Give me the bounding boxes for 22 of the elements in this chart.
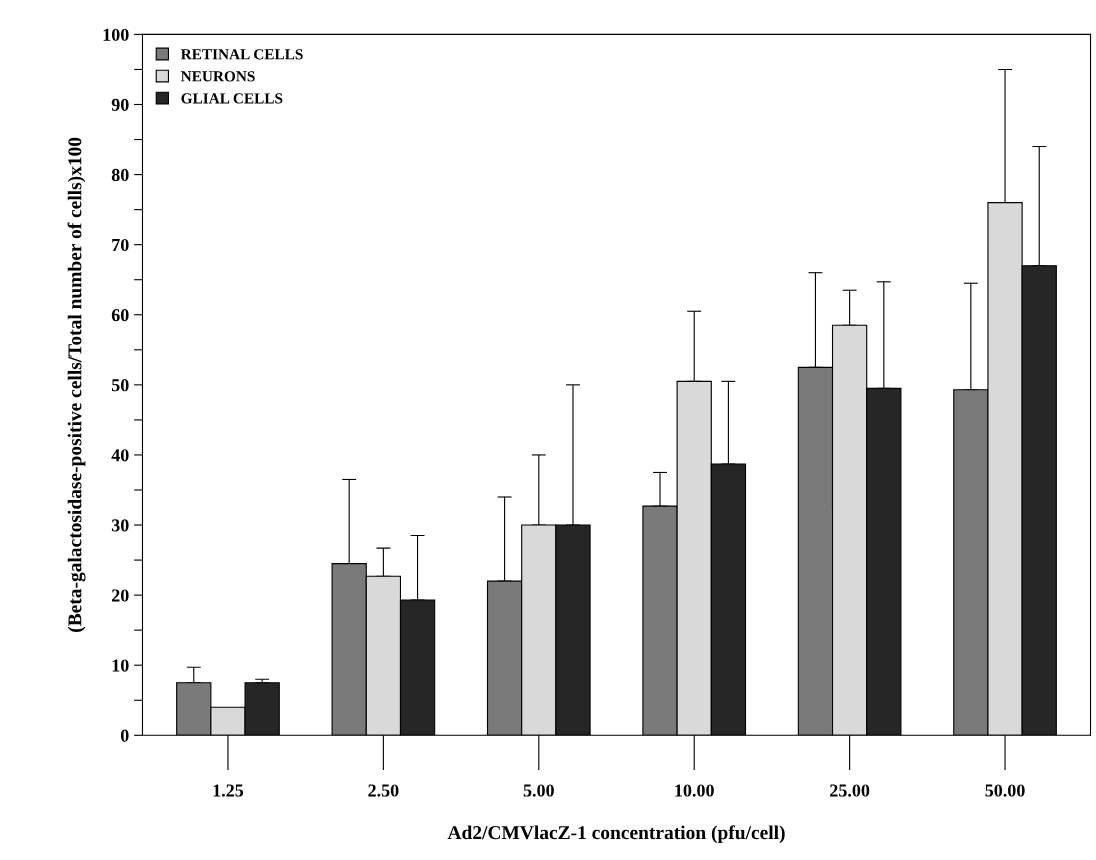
y-axis-title: (Beta-galactosidase-positive cells/Total number of cells)x100 — [67, 137, 86, 632]
y-tick-label: 60 — [111, 309, 129, 322]
legend-label: RETINAL CELLS — [180, 49, 303, 60]
y-tick-label: 30 — [111, 519, 129, 532]
y-tick-label: 100 — [103, 28, 129, 41]
x-axis-title: Ad2/CMVlacZ-1 concentration (pfu/cell) — [447, 825, 785, 844]
y-tick-label: 20 — [111, 589, 129, 602]
y-tick-label: 40 — [111, 449, 129, 462]
x-tick-label: 5.00 — [523, 784, 554, 797]
y-tick-label: 50 — [111, 379, 129, 392]
y-tick-label: 70 — [112, 238, 129, 252]
y-tick-label: 10 — [112, 659, 129, 672]
x-tick-label: 25.00 — [830, 784, 870, 797]
y-tick-label: 90 — [111, 98, 129, 111]
y-tick-label: 0 — [120, 729, 129, 742]
legend-label: GLIAL CELLS — [181, 93, 283, 104]
y-tick-label: 80 — [111, 168, 129, 182]
x-tick-label: 1.25 — [213, 784, 244, 797]
legend-label: NEURONS — [180, 71, 255, 82]
x-tick-label: 2.50 — [368, 784, 399, 797]
x-tick-label: 10.00 — [675, 784, 714, 797]
x-tick-label: 50.00 — [985, 784, 1025, 797]
